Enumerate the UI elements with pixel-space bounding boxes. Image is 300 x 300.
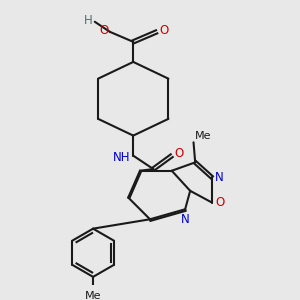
Text: O: O — [159, 24, 169, 37]
Text: H: H — [84, 14, 93, 27]
Text: O: O — [215, 196, 224, 209]
Text: NH: NH — [112, 151, 130, 164]
Text: O: O — [99, 24, 108, 37]
Text: N: N — [181, 213, 190, 226]
Text: Me: Me — [85, 291, 101, 300]
Text: O: O — [174, 148, 184, 160]
Text: Me: Me — [195, 130, 212, 141]
Text: N: N — [215, 171, 224, 184]
